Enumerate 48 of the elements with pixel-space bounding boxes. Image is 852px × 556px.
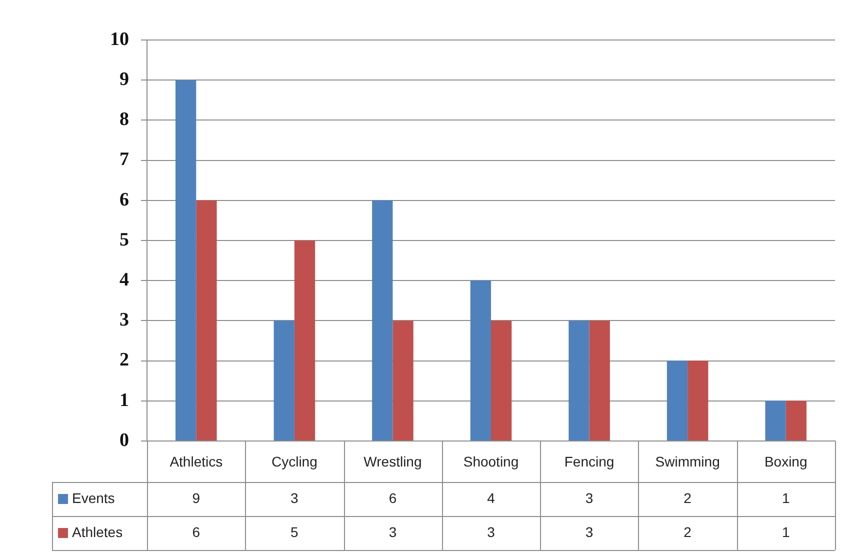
y-tick-label: 3 <box>120 310 129 331</box>
bar <box>491 320 512 440</box>
data-label: 3 <box>585 490 594 506</box>
data-label: 3 <box>290 490 299 506</box>
bar <box>274 320 294 440</box>
data-label: 2 <box>684 490 692 506</box>
legend-label: Events <box>72 490 115 506</box>
data-label: 6 <box>192 524 200 540</box>
y-tick-label: 9 <box>120 69 129 90</box>
bar <box>196 200 217 440</box>
bar <box>568 320 590 440</box>
x-tick-label: Athletics <box>170 453 223 470</box>
y-tick-label: 10 <box>110 28 129 50</box>
x-tick-label: Cycling <box>271 453 318 470</box>
y-tick-label: 8 <box>120 109 129 130</box>
bar <box>688 360 708 440</box>
y-tick-label: 7 <box>120 149 130 170</box>
bar <box>176 80 196 440</box>
bar <box>666 360 688 440</box>
data-label: 3 <box>585 524 594 540</box>
data-label: 1 <box>782 524 790 540</box>
data-label: 3 <box>388 524 397 540</box>
x-tick-label: Shooting <box>463 453 519 470</box>
y-tick-label: 2 <box>120 350 129 371</box>
y-tick-label: 4 <box>120 270 130 291</box>
x-tick-label: Wrestling <box>364 453 422 470</box>
y-tick-label: 1 <box>120 390 129 411</box>
data-label: 1 <box>782 490 790 506</box>
legend-label: Athletes <box>72 524 123 540</box>
bar <box>470 280 491 440</box>
x-tick-label: Fencing <box>564 453 614 470</box>
data-label: 2 <box>684 524 692 540</box>
bar <box>372 200 393 440</box>
data-label: 4 <box>487 490 496 506</box>
data-label: 6 <box>388 490 397 506</box>
y-tick-label: 6 <box>120 189 129 210</box>
data-label: 5 <box>290 524 299 540</box>
bar <box>589 320 610 440</box>
y-tick-label: 5 <box>120 229 129 250</box>
bar <box>392 320 414 440</box>
data-label: 9 <box>192 490 200 506</box>
bar <box>786 400 806 440</box>
x-tick-label: Swimming <box>655 453 720 470</box>
y-tick-label: 0 <box>120 430 129 451</box>
x-tick-label: Boxing <box>764 453 808 470</box>
bar <box>294 240 316 440</box>
bar <box>765 400 786 440</box>
data-label: 3 <box>487 524 496 540</box>
